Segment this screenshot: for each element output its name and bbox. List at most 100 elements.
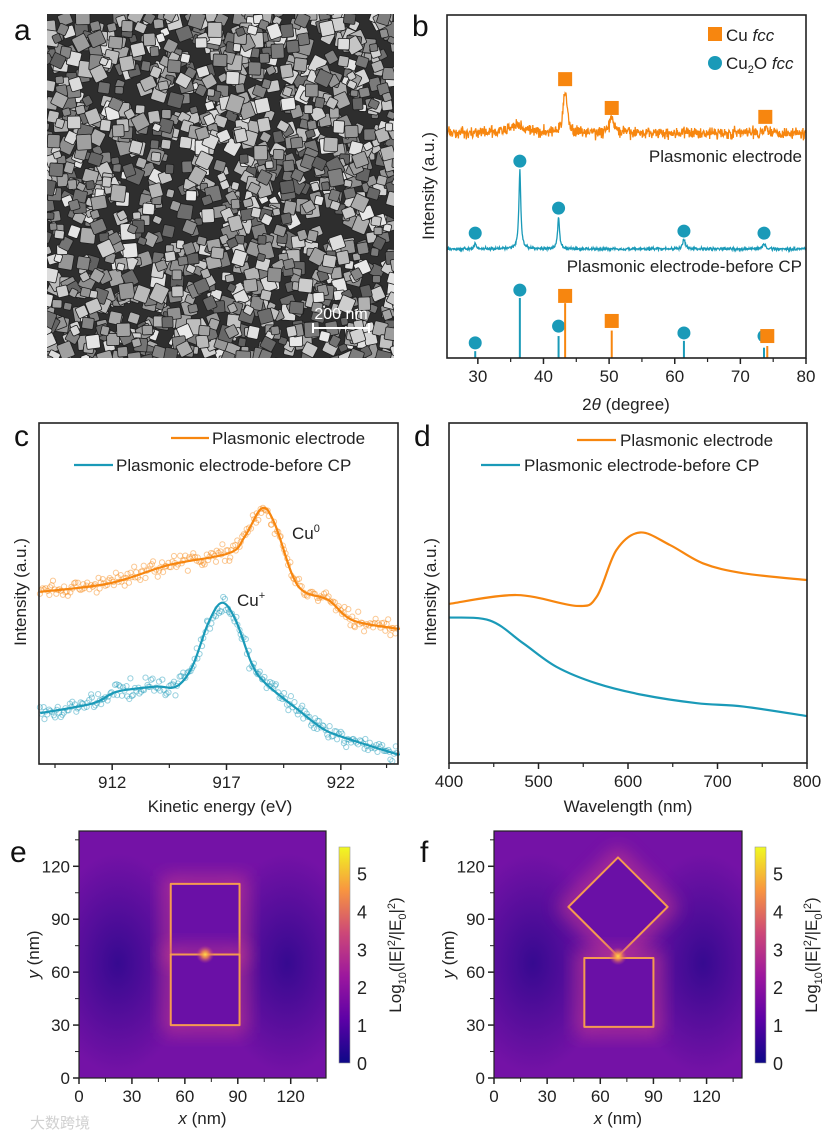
xps-data-point xyxy=(340,740,348,747)
nanocube xyxy=(396,52,407,63)
nanocube xyxy=(166,59,182,74)
y-tick-label: 60 xyxy=(51,963,70,982)
nanocube xyxy=(230,248,248,267)
nanocube xyxy=(152,215,163,225)
nanocube xyxy=(337,55,350,68)
nanocube xyxy=(365,361,378,375)
nanocube xyxy=(99,325,111,337)
nanocube xyxy=(185,263,197,274)
nanocube xyxy=(52,150,62,160)
xps-data-point xyxy=(212,613,220,620)
xps-data-point xyxy=(189,553,196,560)
nanocube xyxy=(161,316,174,329)
nanocube xyxy=(56,340,76,358)
xps-data-point xyxy=(387,632,394,639)
xps-data-point xyxy=(131,563,138,570)
nanocube xyxy=(392,329,394,340)
nanocube xyxy=(284,360,295,371)
nanocube xyxy=(253,145,268,161)
nanocube xyxy=(47,79,56,93)
xps-data-point xyxy=(124,570,131,577)
nanocube xyxy=(266,22,283,40)
nanocube xyxy=(110,156,120,166)
nanocube xyxy=(90,194,108,211)
nanocube xyxy=(270,325,281,336)
cu2o-peak-marker xyxy=(677,224,691,238)
nanocube xyxy=(272,148,285,161)
legend-before-cp: Plasmonic electrode-before CP xyxy=(116,456,351,475)
colorbar-tick-label: 1 xyxy=(773,1016,783,1036)
nanocube xyxy=(347,348,365,358)
xps-data-point xyxy=(51,714,59,721)
nanocube xyxy=(280,96,297,111)
xps-data-point xyxy=(184,567,191,574)
nanocube xyxy=(303,321,321,338)
xps-data-point xyxy=(93,589,100,596)
nanocube xyxy=(318,330,331,343)
nanocube xyxy=(129,41,147,58)
reference-cu-marker xyxy=(760,329,775,344)
xps-data-point xyxy=(314,597,322,605)
xps-fit-line xyxy=(40,506,401,630)
nanocube xyxy=(128,139,144,155)
nanocube xyxy=(161,224,176,239)
nanocube xyxy=(321,254,337,269)
xps-data-point xyxy=(95,574,102,581)
xrd-x-tick-label: 80 xyxy=(797,367,816,386)
nanocube xyxy=(247,61,262,76)
legend-square-marker xyxy=(708,27,722,41)
reference-cu2o-marker xyxy=(677,326,691,340)
panel-label-a: a xyxy=(14,14,31,47)
xps-data-point xyxy=(300,715,307,722)
x-tick-label: 60 xyxy=(591,1087,610,1106)
nanocube xyxy=(247,182,261,195)
xps-data-point xyxy=(127,569,134,576)
nanocube xyxy=(132,211,142,220)
nanocube xyxy=(75,133,93,151)
nanocube xyxy=(332,120,345,134)
nanocube xyxy=(163,346,179,358)
reference-cu-marker xyxy=(558,288,573,303)
nanocube xyxy=(325,96,339,110)
xps-data-point xyxy=(334,605,341,612)
heatmap xyxy=(494,831,742,1078)
nanocube xyxy=(314,96,326,109)
colorbar-tick-label: 0 xyxy=(773,1054,783,1074)
nanocube xyxy=(181,219,198,236)
nanocube xyxy=(127,223,138,235)
nanocube xyxy=(225,70,240,86)
nanocube xyxy=(216,172,227,183)
nanocube xyxy=(89,354,102,358)
xps-data-point xyxy=(341,603,348,611)
xps-data-point xyxy=(220,593,227,601)
x-tick-label: 90 xyxy=(228,1087,247,1106)
nanocube xyxy=(116,209,128,222)
nanocube xyxy=(270,43,285,59)
nanocube xyxy=(51,33,63,44)
absorbance-legend: Plasmonic electrode Plasmonic electrode-… xyxy=(481,431,773,475)
nanocube xyxy=(392,63,394,80)
nanocube xyxy=(112,124,125,138)
x-tick-label: 120 xyxy=(277,1087,305,1106)
xps-data-point xyxy=(310,724,318,732)
nanocube xyxy=(131,337,142,348)
nanocube xyxy=(164,163,175,175)
nanocube xyxy=(392,357,394,358)
nanocube xyxy=(394,104,405,116)
nanocube xyxy=(201,194,213,206)
nanocube xyxy=(393,245,394,260)
xps-data-point xyxy=(57,713,64,721)
nanocube xyxy=(352,252,361,262)
nanocube xyxy=(309,105,327,123)
xps-data-point xyxy=(360,628,368,635)
x-tick-label: 30 xyxy=(122,1087,141,1106)
nanocube xyxy=(148,282,170,305)
nanocube xyxy=(259,289,273,302)
nanocube xyxy=(193,277,211,295)
nanocube xyxy=(358,86,371,99)
xps-data-point xyxy=(295,575,303,582)
nanocube xyxy=(235,26,246,37)
annotation-cu0: Cu0 xyxy=(292,523,320,543)
nanocube xyxy=(304,83,319,98)
nanocube xyxy=(89,218,108,235)
